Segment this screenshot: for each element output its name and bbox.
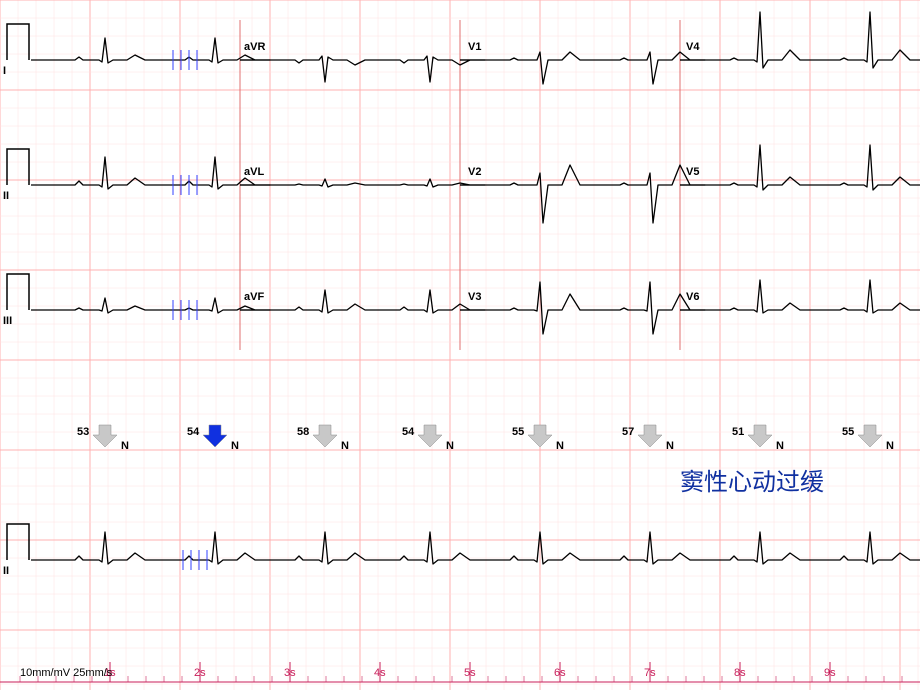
beat-type: N <box>121 440 129 452</box>
beat-rate: 57 <box>622 426 634 438</box>
beat-rate: 55 <box>512 426 524 438</box>
diagnosis-text: 窦性心动过缓 <box>680 469 824 496</box>
lead-label-III: III <box>3 315 12 327</box>
lead-label-V2: V2 <box>468 166 481 178</box>
lead-label-V6: V6 <box>686 291 699 303</box>
lead-label-aVR: aVR <box>244 41 265 53</box>
beat-rate: 53 <box>77 426 89 438</box>
lead-label-aVL: aVL <box>244 166 264 178</box>
calibration-label: 10mm/mV 25mm/s <box>20 667 113 679</box>
beat-rate: 51 <box>732 426 744 438</box>
ecg-svg: IaVR V1 V4 II aVL V2 V5 III aVF V3 V6 II 53 N 54 N 58 N 54… <box>0 0 920 690</box>
beat-type: N <box>556 440 564 452</box>
beat-rate: 54 <box>187 426 200 438</box>
beat-rate: 55 <box>842 426 854 438</box>
lead-label-V3: V3 <box>468 291 481 303</box>
beat-type: N <box>341 440 349 452</box>
beat-rate: 54 <box>402 426 415 438</box>
lead-label-V4: V4 <box>686 41 700 53</box>
beat-rate: 58 <box>297 426 309 438</box>
lead-label-I: I <box>3 65 6 77</box>
beat-type: N <box>666 440 674 452</box>
beat-type: N <box>446 440 454 452</box>
lead-label-II: II <box>3 190 9 202</box>
beat-type: N <box>231 440 239 452</box>
lead-label-V1: V1 <box>468 41 481 53</box>
lead-label-aVF: aVF <box>244 291 264 303</box>
lead-label-II: II <box>3 565 9 577</box>
beat-type: N <box>776 440 784 452</box>
lead-label-V5: V5 <box>686 166 699 178</box>
ecg-chart: IaVR V1 V4 II aVL V2 V5 III aVF V3 V6 II 53 N 54 N 58 N 54… <box>0 0 920 690</box>
beat-type: N <box>886 440 894 452</box>
